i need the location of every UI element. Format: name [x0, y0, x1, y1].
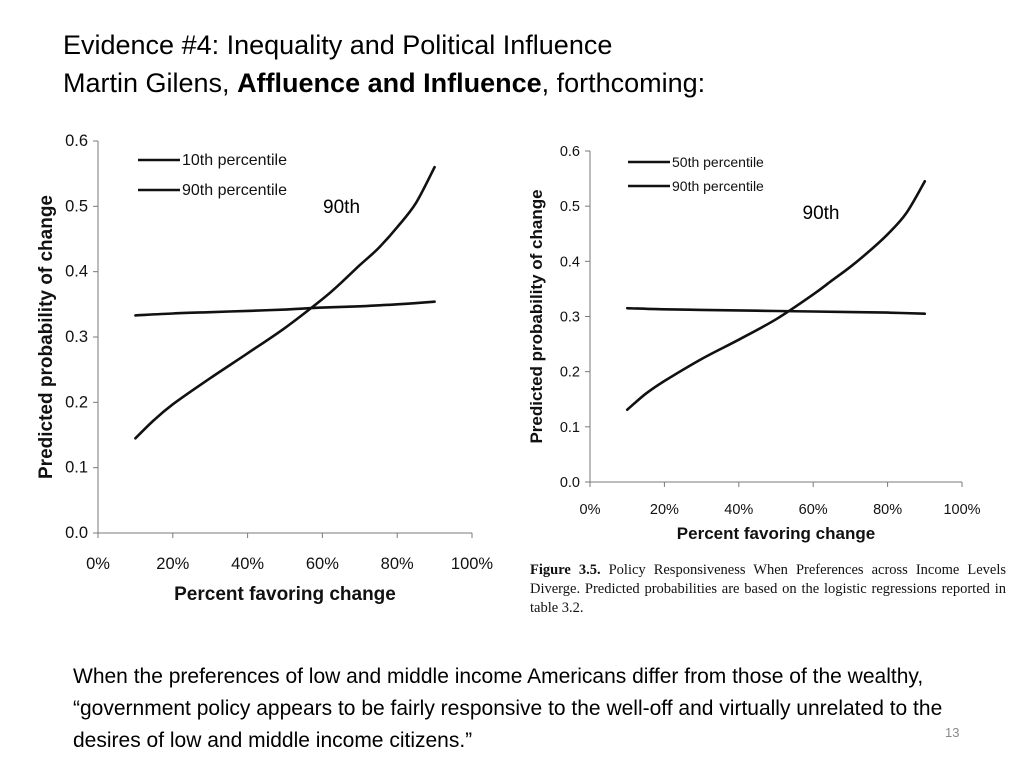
x-axis-label: Percent favoring change [174, 584, 396, 605]
x-tick-label: 100% [451, 555, 494, 573]
page-number: 13 [945, 725, 960, 740]
y-tick-label: 0.3 [560, 310, 580, 326]
y-tick-label: 0.3 [65, 328, 88, 346]
y-tick-label: 0.4 [65, 263, 88, 281]
legend-label: 10th percentile [182, 152, 287, 169]
chart-left: 0.0 0.1 0.2 0.3 0.4 0.5 0.6 0% 20% 40% 60% 80% 100% P… [36, 132, 494, 605]
x-tick-label: 80% [381, 555, 414, 573]
x-tick-label: 0% [580, 502, 601, 518]
chart-right: 0.0 0.1 0.2 0.3 0.4 0.5 0.6 0% 20% 40% 60% 80% 100% P… [527, 144, 981, 543]
y-tick-label: 0.0 [560, 475, 580, 491]
slide-title: Evidence #4: Inequality and Political In… [63, 26, 705, 102]
y-axis-label: Predicted probability of change [36, 195, 57, 479]
title-author: Martin Gilens, [63, 68, 238, 98]
caption-label: Figure 3.5. [530, 562, 601, 578]
title-book: Affluence and Influence [237, 68, 542, 98]
y-tick-label: 0.0 [65, 524, 88, 542]
annotation-label: 90th [803, 203, 840, 224]
title-line-2: Martin Gilens, Affluence and Influence, … [63, 64, 705, 102]
y-tick-label: 0.2 [560, 365, 580, 381]
y-tick-label: 0.2 [65, 393, 88, 411]
y-tick-label: 0.6 [560, 144, 580, 160]
x-axis-label: Percent favoring change [677, 524, 875, 543]
series-line-2 [625, 180, 927, 411]
y-tick-label: 0.1 [65, 459, 88, 477]
x-tick-label: 40% [231, 555, 264, 573]
y-tick-label: 0.4 [560, 254, 580, 270]
x-tick-label: 80% [873, 502, 902, 518]
title-suffix: , forthcoming: [541, 68, 706, 98]
y-tick-label: 0.5 [65, 197, 88, 215]
legend-label: 50th percentile [672, 154, 764, 170]
quote-text: When the preferences of low and middle i… [73, 665, 943, 752]
x-tick-label: 60% [306, 555, 339, 573]
series-line-1 [134, 300, 436, 317]
y-tick-label: 0.6 [65, 132, 88, 150]
annotation-label: 90th [323, 197, 360, 218]
y-tick-label: 0.5 [560, 199, 580, 215]
title-line-1: Evidence #4: Inequality and Political In… [63, 30, 613, 60]
x-tick-label: 100% [943, 502, 980, 518]
x-tick-label: 20% [156, 555, 189, 573]
x-tick-label: 40% [724, 502, 753, 518]
x-tick-label: 20% [650, 502, 679, 518]
legend-label: 90th percentile [182, 182, 287, 199]
y-tick-label: 0.1 [560, 420, 580, 436]
series-line-2 [134, 165, 436, 440]
legend-label: 90th percentile [672, 178, 764, 194]
x-tick-label: 60% [799, 502, 828, 518]
x-tick-label: 0% [86, 555, 110, 573]
y-axis-label: Predicted probability of change [527, 189, 546, 443]
figure-caption: Figure 3.5. Policy Responsiveness When P… [530, 561, 1006, 618]
caption-text: Policy Responsiveness When Preferences a… [530, 562, 1007, 616]
series-line-1 [625, 306, 927, 315]
